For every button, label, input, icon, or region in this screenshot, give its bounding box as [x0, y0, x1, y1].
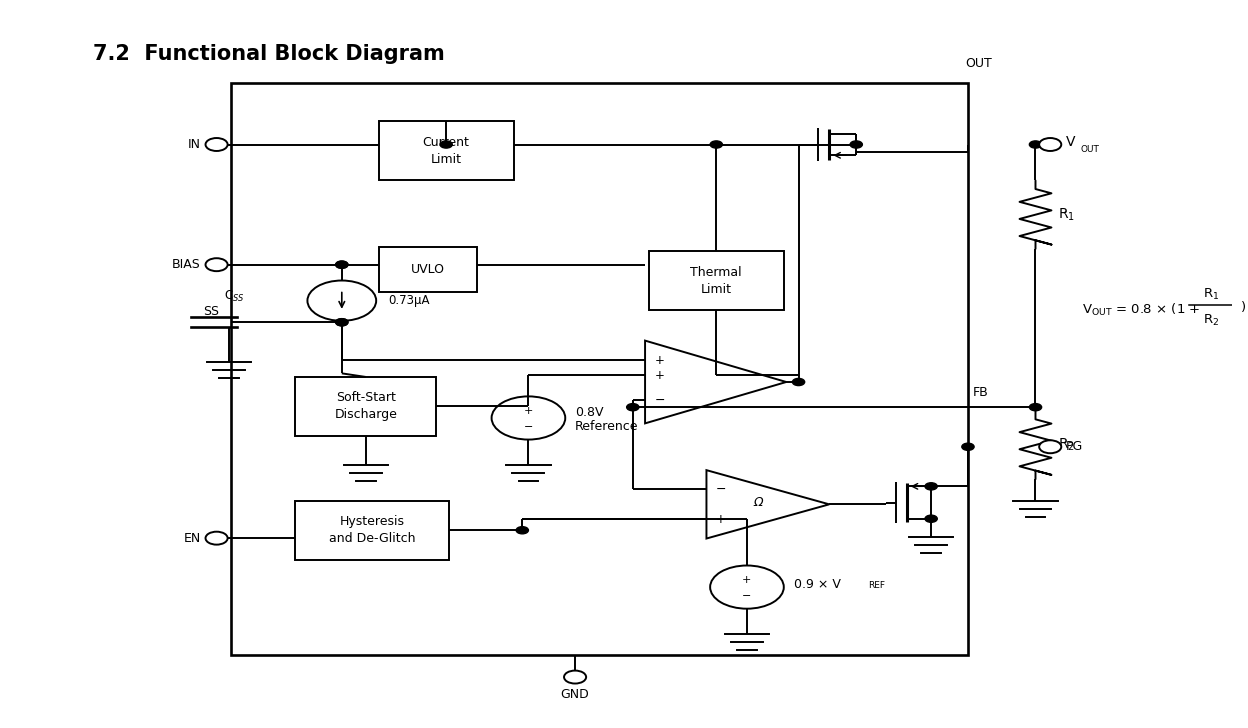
Text: Soft-Start
Discharge: Soft-Start Discharge: [334, 392, 397, 422]
Text: UVLO: UVLO: [411, 264, 444, 276]
Text: BIAS: BIAS: [172, 258, 201, 272]
Bar: [295, 377, 437, 436]
Circle shape: [564, 670, 587, 684]
Text: +: +: [655, 354, 665, 367]
Text: +: +: [743, 575, 751, 585]
Text: Ω: Ω: [754, 496, 763, 510]
Text: +: +: [655, 369, 665, 382]
Circle shape: [1030, 403, 1042, 411]
Text: −: −: [524, 422, 533, 432]
Text: Thermal
Limit: Thermal Limit: [690, 266, 743, 296]
Text: EN: EN: [183, 531, 201, 545]
Circle shape: [792, 379, 805, 386]
Circle shape: [1030, 141, 1042, 148]
Text: R$_2$: R$_2$: [1057, 437, 1075, 453]
Circle shape: [850, 141, 862, 148]
Text: GND: GND: [560, 688, 589, 701]
Bar: [378, 248, 477, 292]
Circle shape: [336, 319, 348, 326]
Text: 0.9 × V: 0.9 × V: [794, 578, 840, 590]
Bar: [649, 251, 784, 310]
Text: SS: SS: [203, 305, 220, 318]
Text: PG: PG: [1066, 440, 1083, 454]
Text: 0.8V: 0.8V: [575, 405, 604, 419]
Text: −: −: [743, 590, 751, 601]
Text: V$_\mathregular{OUT}$ = 0.8 × (1 +: V$_\mathregular{OUT}$ = 0.8 × (1 +: [1082, 302, 1201, 318]
Bar: [378, 122, 514, 181]
Text: C$_{SS}$: C$_{SS}$: [223, 289, 245, 304]
Text: +: +: [524, 405, 533, 416]
Circle shape: [925, 515, 937, 522]
Text: 7.2  Functional Block Diagram: 7.2 Functional Block Diagram: [92, 44, 444, 64]
Circle shape: [710, 141, 723, 148]
Text: −: −: [716, 483, 726, 496]
Circle shape: [517, 526, 528, 534]
Bar: [231, 83, 968, 655]
Circle shape: [492, 396, 565, 440]
Text: R$_1$: R$_1$: [1203, 287, 1219, 301]
Circle shape: [336, 261, 348, 269]
Text: REF: REF: [869, 581, 886, 590]
Text: IN: IN: [187, 138, 201, 151]
Text: R$_2$: R$_2$: [1203, 313, 1219, 328]
Circle shape: [1040, 440, 1061, 454]
Circle shape: [336, 261, 348, 269]
Circle shape: [925, 483, 937, 490]
Text: +: +: [716, 513, 726, 526]
Text: Reference: Reference: [575, 420, 639, 433]
Bar: [295, 501, 448, 560]
Circle shape: [441, 141, 452, 148]
Circle shape: [206, 258, 227, 271]
Circle shape: [336, 319, 348, 326]
Text: OUT: OUT: [966, 58, 992, 71]
Text: OUT: OUT: [1081, 145, 1099, 154]
Text: Hysteresis
and De-Glitch: Hysteresis and De-Glitch: [328, 515, 416, 545]
Circle shape: [1040, 138, 1061, 151]
Circle shape: [710, 566, 784, 609]
Text: −: −: [654, 394, 665, 407]
Circle shape: [962, 443, 975, 451]
Text: Current
Limit: Current Limit: [423, 136, 469, 166]
Circle shape: [307, 280, 376, 321]
Text: 0.73μA: 0.73μA: [388, 294, 431, 307]
Circle shape: [206, 138, 227, 151]
Circle shape: [626, 403, 639, 411]
Text: FB: FB: [973, 386, 988, 398]
Text: R$_1$: R$_1$: [1057, 207, 1075, 223]
Text: ): ): [1241, 301, 1246, 314]
Circle shape: [206, 531, 227, 545]
Text: V: V: [1066, 135, 1076, 149]
